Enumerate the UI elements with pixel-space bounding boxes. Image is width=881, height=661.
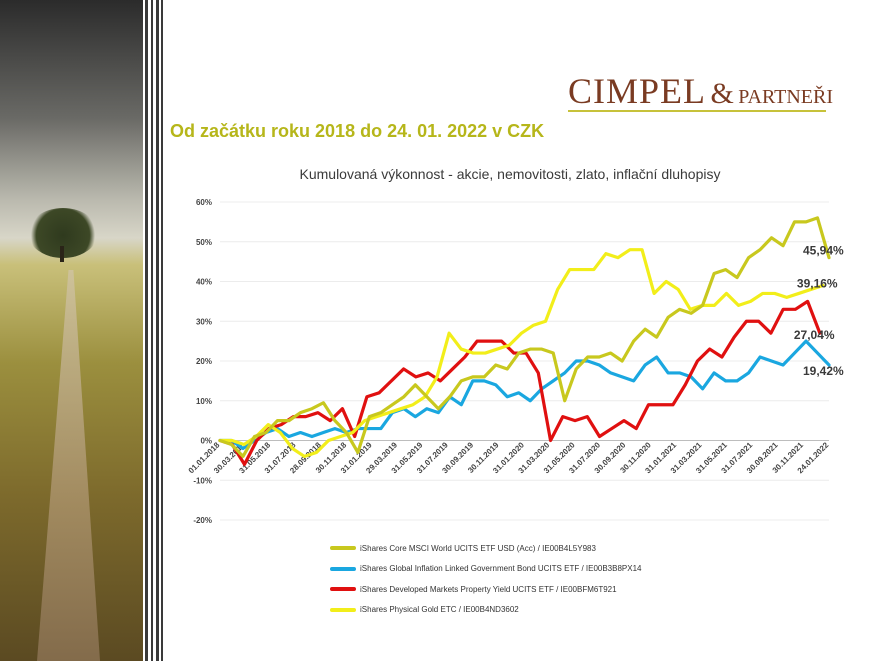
legend-label: iShares Core MSCI World UCITS ETF USD (A… bbox=[360, 543, 596, 553]
legend-swatch bbox=[330, 566, 356, 571]
legend-item-gold: iShares Physical Gold ETC / IE00B4ND3602 bbox=[330, 600, 641, 621]
legend-swatch bbox=[330, 587, 356, 592]
series-line bbox=[218, 299, 822, 466]
tree-trunk bbox=[60, 246, 64, 262]
y-tick-label: 40% bbox=[196, 278, 212, 287]
y-tick-label: 50% bbox=[196, 238, 212, 247]
legend-swatch bbox=[330, 607, 356, 612]
y-tick-label: 30% bbox=[196, 317, 212, 326]
brand-suffix: PARTNEŘI bbox=[738, 86, 834, 108]
chart-legend: iShares Core MSCI World UCITS ETF USD (A… bbox=[330, 538, 641, 620]
series-line bbox=[218, 216, 831, 458]
brand-logo: CIMPEL & PARTNEŘI bbox=[568, 70, 833, 112]
legend-item-inflation-bond: iShares Global Inflation Linked Governme… bbox=[330, 559, 641, 580]
series-end-label: 27,04% bbox=[794, 328, 835, 342]
legend-swatch bbox=[330, 546, 356, 551]
brand-underline bbox=[568, 110, 826, 112]
legend-label: iShares Physical Gold ETC / IE00B4ND3602 bbox=[360, 605, 519, 615]
y-tick-label: -10% bbox=[193, 476, 212, 485]
legend-item-msci-world: iShares Core MSCI World UCITS ETF USD (A… bbox=[330, 538, 641, 559]
legend-label: iShares Global Inflation Linked Governme… bbox=[360, 564, 642, 574]
brand-name: CIMPEL bbox=[568, 71, 707, 111]
period-subtitle: Od začátku roku 2018 do 24. 01. 2022 v C… bbox=[170, 121, 545, 141]
legend-label: iShares Developed Markets Property Yield… bbox=[360, 584, 617, 594]
series-line bbox=[218, 339, 831, 451]
series-end-label: 39,16% bbox=[797, 276, 838, 290]
y-tick-label: 20% bbox=[196, 357, 212, 366]
chart-title: Kumulovaná výkonnost - akcie, nemovitost… bbox=[299, 166, 721, 182]
series-line bbox=[218, 248, 825, 458]
legend-item-property: iShares Developed Markets Property Yield… bbox=[330, 579, 641, 600]
brand-ampersand: & bbox=[710, 77, 734, 110]
y-tick-label: 10% bbox=[196, 397, 212, 406]
series-end-label: 19,42% bbox=[803, 364, 844, 378]
landscape-photo bbox=[0, 0, 143, 661]
decorative-stripes bbox=[143, 0, 165, 661]
y-tick-label: 60% bbox=[196, 198, 212, 207]
series-end-label: 45,94% bbox=[803, 244, 844, 258]
y-tick-label: -20% bbox=[193, 516, 212, 525]
y-tick-label: 0% bbox=[200, 437, 212, 446]
